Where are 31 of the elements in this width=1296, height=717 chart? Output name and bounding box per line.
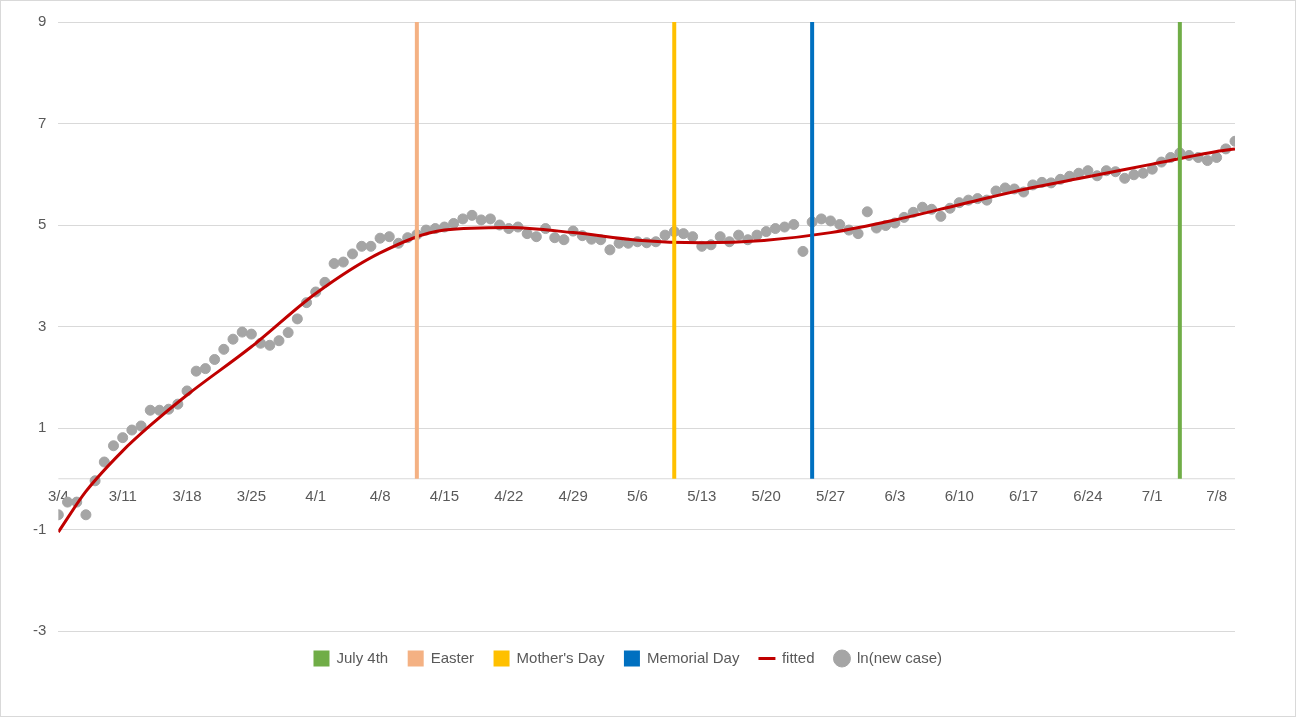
- x-tick-label: 6/10: [944, 486, 974, 504]
- y-tick-label: 7: [37, 113, 47, 131]
- legend-label: July 4th: [336, 648, 389, 666]
- y-tick-label: -3: [32, 621, 47, 639]
- x-tick-label: 6/3: [884, 486, 906, 504]
- x-tick-label: 5/6: [627, 486, 648, 504]
- x-tick-label: 6/24: [1073, 486, 1103, 504]
- x-tick-label: 6/17: [1008, 486, 1039, 504]
- y-tick-label: 9: [37, 12, 47, 30]
- legend-label: Mother's Day: [516, 648, 605, 666]
- y-tick-label: 3: [37, 316, 47, 334]
- x-tick-label: 5/27: [815, 486, 846, 504]
- legend-label: Easter: [430, 648, 475, 666]
- x-tick-label: 7/8: [1206, 486, 1228, 504]
- x-tick-label: 5/20: [751, 486, 781, 504]
- y-tick-label: 5: [37, 215, 47, 233]
- x-tick-label: 3/18: [172, 486, 202, 504]
- legend-label: fitted: [781, 648, 815, 666]
- x-tick-label: 3/11: [108, 486, 137, 504]
- y-tick-label: 1: [37, 418, 47, 436]
- x-tick-label: 4/8: [369, 486, 391, 504]
- x-tick-label: 7/1: [1141, 486, 1163, 504]
- x-tick-label: 4/15: [429, 486, 460, 504]
- x-tick-label: 5/13: [687, 486, 717, 504]
- x-tick-label: 4/1: [305, 486, 327, 504]
- x-tick-label: 3/25: [236, 486, 266, 504]
- legend-label: ln(new case): [856, 648, 943, 666]
- y-tick-label: -1: [32, 519, 47, 537]
- x-tick-label: 4/29: [558, 486, 588, 504]
- x-tick-label: 4/22: [494, 486, 524, 504]
- legend-label: Memorial Day: [646, 648, 740, 666]
